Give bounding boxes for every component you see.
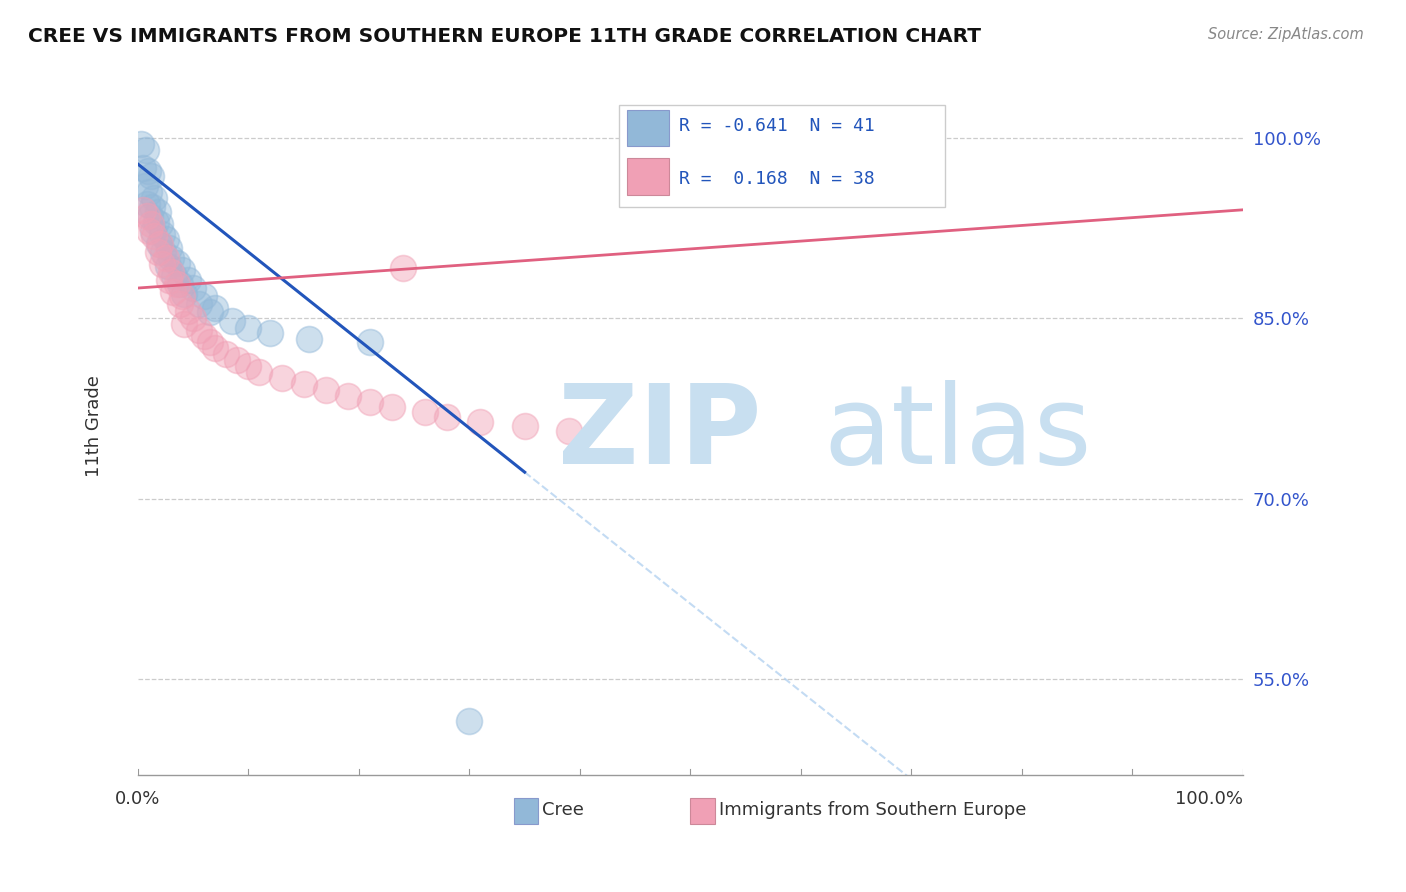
Point xyxy=(160,251,183,265)
Point xyxy=(173,317,195,331)
Point xyxy=(315,384,337,398)
Point xyxy=(181,311,204,326)
Point xyxy=(138,224,160,238)
FancyBboxPatch shape xyxy=(690,797,714,824)
Text: Cree: Cree xyxy=(543,801,585,819)
Point xyxy=(172,263,194,277)
Point xyxy=(172,289,194,303)
Point xyxy=(204,341,226,355)
Text: CREE VS IMMIGRANTS FROM SOUTHERN EUROPE 11TH GRADE CORRELATION CHART: CREE VS IMMIGRANTS FROM SOUTHERN EUROPE … xyxy=(28,27,981,45)
Point xyxy=(270,371,292,385)
Point xyxy=(150,257,173,271)
Point xyxy=(392,260,415,275)
Point xyxy=(155,232,177,246)
Point xyxy=(156,260,179,274)
Point xyxy=(141,201,163,215)
Point xyxy=(142,224,165,238)
Point xyxy=(139,209,162,223)
Point xyxy=(143,229,166,244)
Point xyxy=(157,241,180,255)
Point xyxy=(173,287,195,301)
Point xyxy=(215,347,238,361)
Point xyxy=(169,296,191,310)
Point xyxy=(135,196,157,211)
Text: 11th Grade: 11th Grade xyxy=(84,376,103,477)
Point xyxy=(221,313,243,327)
Point xyxy=(187,323,209,337)
Text: Source: ZipAtlas.com: Source: ZipAtlas.com xyxy=(1208,27,1364,42)
Point xyxy=(162,285,184,299)
Point xyxy=(513,419,536,434)
Text: 0.0%: 0.0% xyxy=(115,789,160,808)
Text: ZIP: ZIP xyxy=(558,380,761,487)
Point xyxy=(141,217,163,231)
Point xyxy=(259,326,281,340)
Point xyxy=(149,236,172,251)
Point xyxy=(132,161,155,175)
Point xyxy=(129,136,152,151)
Point xyxy=(187,296,209,310)
Point xyxy=(166,277,188,292)
Point xyxy=(436,409,458,424)
Point xyxy=(157,272,180,286)
Text: Immigrants from Southern Europe: Immigrants from Southern Europe xyxy=(718,801,1026,819)
Point xyxy=(150,227,173,241)
FancyBboxPatch shape xyxy=(627,159,669,194)
Point xyxy=(143,191,166,205)
Point xyxy=(226,353,249,368)
Point xyxy=(135,143,157,157)
Point xyxy=(292,377,315,392)
Point xyxy=(238,320,260,334)
Point xyxy=(249,365,271,379)
Point xyxy=(146,205,169,219)
Point xyxy=(141,169,163,183)
Point xyxy=(155,251,177,265)
Point xyxy=(132,202,155,217)
Point xyxy=(413,405,436,419)
Point xyxy=(298,332,321,346)
FancyBboxPatch shape xyxy=(619,105,945,207)
Point xyxy=(176,304,198,318)
FancyBboxPatch shape xyxy=(513,797,538,824)
Text: 100.0%: 100.0% xyxy=(1175,789,1243,808)
Point xyxy=(160,265,183,279)
Text: atlas: atlas xyxy=(823,380,1091,487)
Point xyxy=(145,215,167,229)
Point xyxy=(359,395,381,409)
Point xyxy=(558,424,581,438)
Point xyxy=(181,281,204,295)
Point xyxy=(458,714,481,729)
Point xyxy=(163,268,186,283)
Point xyxy=(148,236,170,251)
Point xyxy=(381,400,404,414)
Point xyxy=(152,244,174,259)
Point xyxy=(134,178,156,193)
Point xyxy=(470,415,492,429)
Point xyxy=(845,136,868,151)
Point xyxy=(359,335,381,350)
Point xyxy=(193,329,215,343)
Point xyxy=(198,305,221,319)
Point xyxy=(336,389,359,403)
Point xyxy=(136,164,159,178)
Point xyxy=(166,256,188,270)
Point xyxy=(204,301,226,316)
Point xyxy=(238,359,260,374)
Text: R =  0.168  N = 38: R = 0.168 N = 38 xyxy=(679,169,875,187)
Point xyxy=(146,244,169,259)
Point xyxy=(135,209,157,223)
Text: R = -0.641  N = 41: R = -0.641 N = 41 xyxy=(679,117,875,136)
Point xyxy=(138,185,160,199)
Point xyxy=(176,272,198,286)
Point xyxy=(149,217,172,231)
Point xyxy=(169,277,191,292)
FancyBboxPatch shape xyxy=(627,110,669,145)
Point xyxy=(198,335,221,350)
Point xyxy=(193,289,215,303)
